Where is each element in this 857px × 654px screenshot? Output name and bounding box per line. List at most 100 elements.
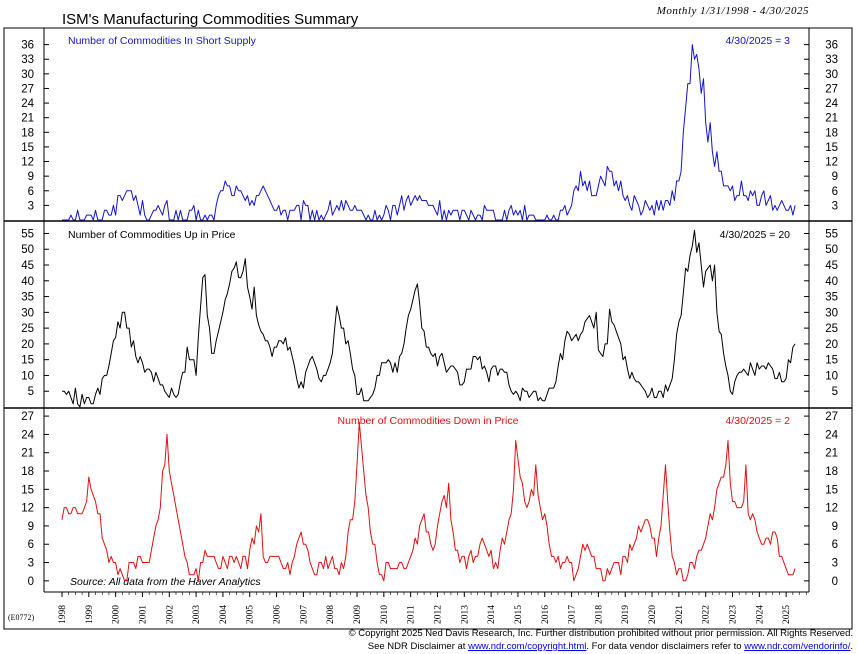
y-tick-label-left: 24 (21, 429, 34, 441)
x-tick-label: 2000 (112, 605, 122, 624)
y-tick-label-right: 27 (825, 83, 838, 95)
y-tick-label-left: 6 (28, 539, 34, 551)
y-tick-label-left: 21 (21, 113, 34, 125)
y-tick-label-left: 33 (21, 54, 34, 66)
y-tick-label-left: 3 (28, 558, 34, 570)
series-line (62, 44, 796, 221)
panel-title: Number of Commodities Down in Price (338, 415, 519, 427)
vendor-text: . For data vendor disclaimers refer to (586, 641, 745, 652)
last-value-label: 4/30/2025 = 20 (720, 229, 791, 241)
chart-frame (3, 27, 853, 630)
vendorinfo-link[interactable]: www.ndr.com/vendorinfo/ (744, 641, 851, 652)
y-tick-label-right: 5 (832, 386, 838, 398)
x-tick-label: 2003 (192, 605, 202, 624)
copyright-line: © Copyright 2025 Ned Davis Research, Inc… (349, 628, 853, 639)
source-label: Source: All data from the Haver Analytic… (70, 576, 261, 588)
x-tick-label: 2004 (219, 605, 229, 624)
y-tick-label-right: 3 (832, 200, 838, 212)
y-tick-label-left: 20 (21, 339, 34, 351)
x-tick-label: 2025 (782, 605, 792, 624)
x-tick-label: 2016 (541, 605, 551, 624)
x-tick-label: 2014 (487, 605, 497, 624)
x-tick-label: 2010 (380, 605, 390, 624)
y-tick-label-left: 15 (21, 142, 34, 154)
x-tick-label: 2019 (621, 605, 631, 624)
x-tick-label: 2022 (702, 605, 712, 624)
y-tick-label-right: 30 (825, 307, 838, 319)
y-tick-label-left: 0 (28, 576, 34, 588)
series-line (62, 229, 796, 408)
copyright-text: © Copyright 2025 Ned Davis Research, Inc… (348, 628, 853, 639)
y-tick-label-right: 45 (825, 260, 838, 272)
y-tick-label-right: 15 (825, 484, 838, 496)
x-tick-label: 2015 (514, 605, 524, 624)
x-tick-label: 2018 (594, 605, 604, 624)
y-tick-label-left: 18 (21, 466, 34, 478)
panel-3: 0 0 3 3 6 6 9 9 12 12 15 15 18 18 21 21 24 24 27 27 Number o… (21, 411, 838, 588)
y-tick-label-right: 0 (832, 576, 838, 588)
last-value-label: 4/30/2025 = 2 (725, 415, 790, 427)
copyright-link[interactable]: www.ndr.com/copyright.html (468, 641, 587, 652)
y-tick-label-left: 25 (21, 323, 34, 335)
panel-title: Number of Commodities In Short Supply (68, 35, 257, 47)
y-tick-label-right: 10 (825, 370, 838, 382)
x-tick-label: 2002 (165, 605, 175, 624)
y-tick-label-right: 21 (825, 448, 838, 460)
x-tick-label: 2021 (675, 605, 685, 624)
series-line (61, 421, 796, 582)
y-tick-label-left: 15 (21, 484, 34, 496)
y-tick-label-left: 5 (28, 386, 34, 398)
y-tick-label-left: 9 (28, 171, 34, 183)
x-tick-label: 2011 (407, 605, 417, 624)
y-tick-label-left: 27 (21, 83, 34, 95)
y-tick-label-right: 15 (825, 355, 838, 367)
disclaimer-text: See NDR Disclaimer at (367, 641, 469, 652)
disclaimer-end: . (850, 641, 853, 652)
y-tick-label-right: 27 (825, 411, 838, 423)
y-tick-label-right: 40 (825, 276, 838, 288)
y-tick-label-left: 18 (21, 127, 34, 139)
y-tick-label-right: 3 (832, 558, 838, 570)
y-tick-label-left: 45 (21, 260, 34, 272)
x-tick-label: 2024 (755, 605, 765, 624)
y-tick-label-right: 15 (825, 142, 838, 154)
chart-title: ISM's Manufacturing Commodities Summary (62, 11, 359, 28)
y-tick-label-right: 12 (825, 503, 838, 515)
x-tick-label: 2005 (246, 605, 256, 624)
y-tick-label-right: 6 (832, 186, 838, 198)
y-tick-label-left: 36 (21, 40, 34, 52)
x-tick-label: 1999 (85, 605, 95, 624)
x-tick-label: 2023 (729, 605, 739, 624)
x-tick-label: 2006 (273, 605, 283, 624)
y-tick-label-left: 30 (21, 69, 34, 81)
y-tick-label-left: 40 (21, 276, 34, 288)
x-tick-label: 2009 (353, 605, 363, 624)
y-tick-label-right: 9 (832, 521, 838, 533)
x-tick-label: 2008 (326, 605, 336, 624)
y-tick-label-right: 50 (825, 244, 838, 256)
y-tick-label-left: 12 (21, 157, 34, 169)
disclaimer-line: See NDR Disclaimer at www.ndr.com/copyri… (368, 641, 853, 652)
y-tick-label-right: 18 (825, 127, 838, 139)
panel-title: Number of Commodities Up in Price (68, 229, 236, 241)
x-tick-label: 2001 (139, 605, 149, 624)
y-tick-label-right: 33 (825, 54, 838, 66)
y-tick-label-right: 35 (825, 292, 838, 304)
x-tick-label: 1998 (58, 605, 68, 624)
x-tick-label: 2013 (460, 605, 470, 624)
y-tick-label-right: 12 (825, 157, 838, 169)
y-tick-label-right: 30 (825, 69, 838, 81)
chart-subtitle: Monthly 1/31/1998 - 4/30/2025 (656, 5, 809, 17)
y-tick-label-right: 18 (825, 466, 838, 478)
x-tick-label: 2020 (648, 605, 658, 624)
y-tick-label-left: 24 (21, 98, 34, 110)
last-value-label: 4/30/2025 = 3 (725, 35, 790, 47)
y-tick-label-left: 6 (28, 186, 34, 198)
x-tick-label: 2017 (568, 605, 578, 624)
y-tick-label-left: 27 (21, 411, 34, 423)
y-tick-label-right: 6 (832, 539, 838, 551)
x-tick-label: 2007 (299, 605, 309, 624)
